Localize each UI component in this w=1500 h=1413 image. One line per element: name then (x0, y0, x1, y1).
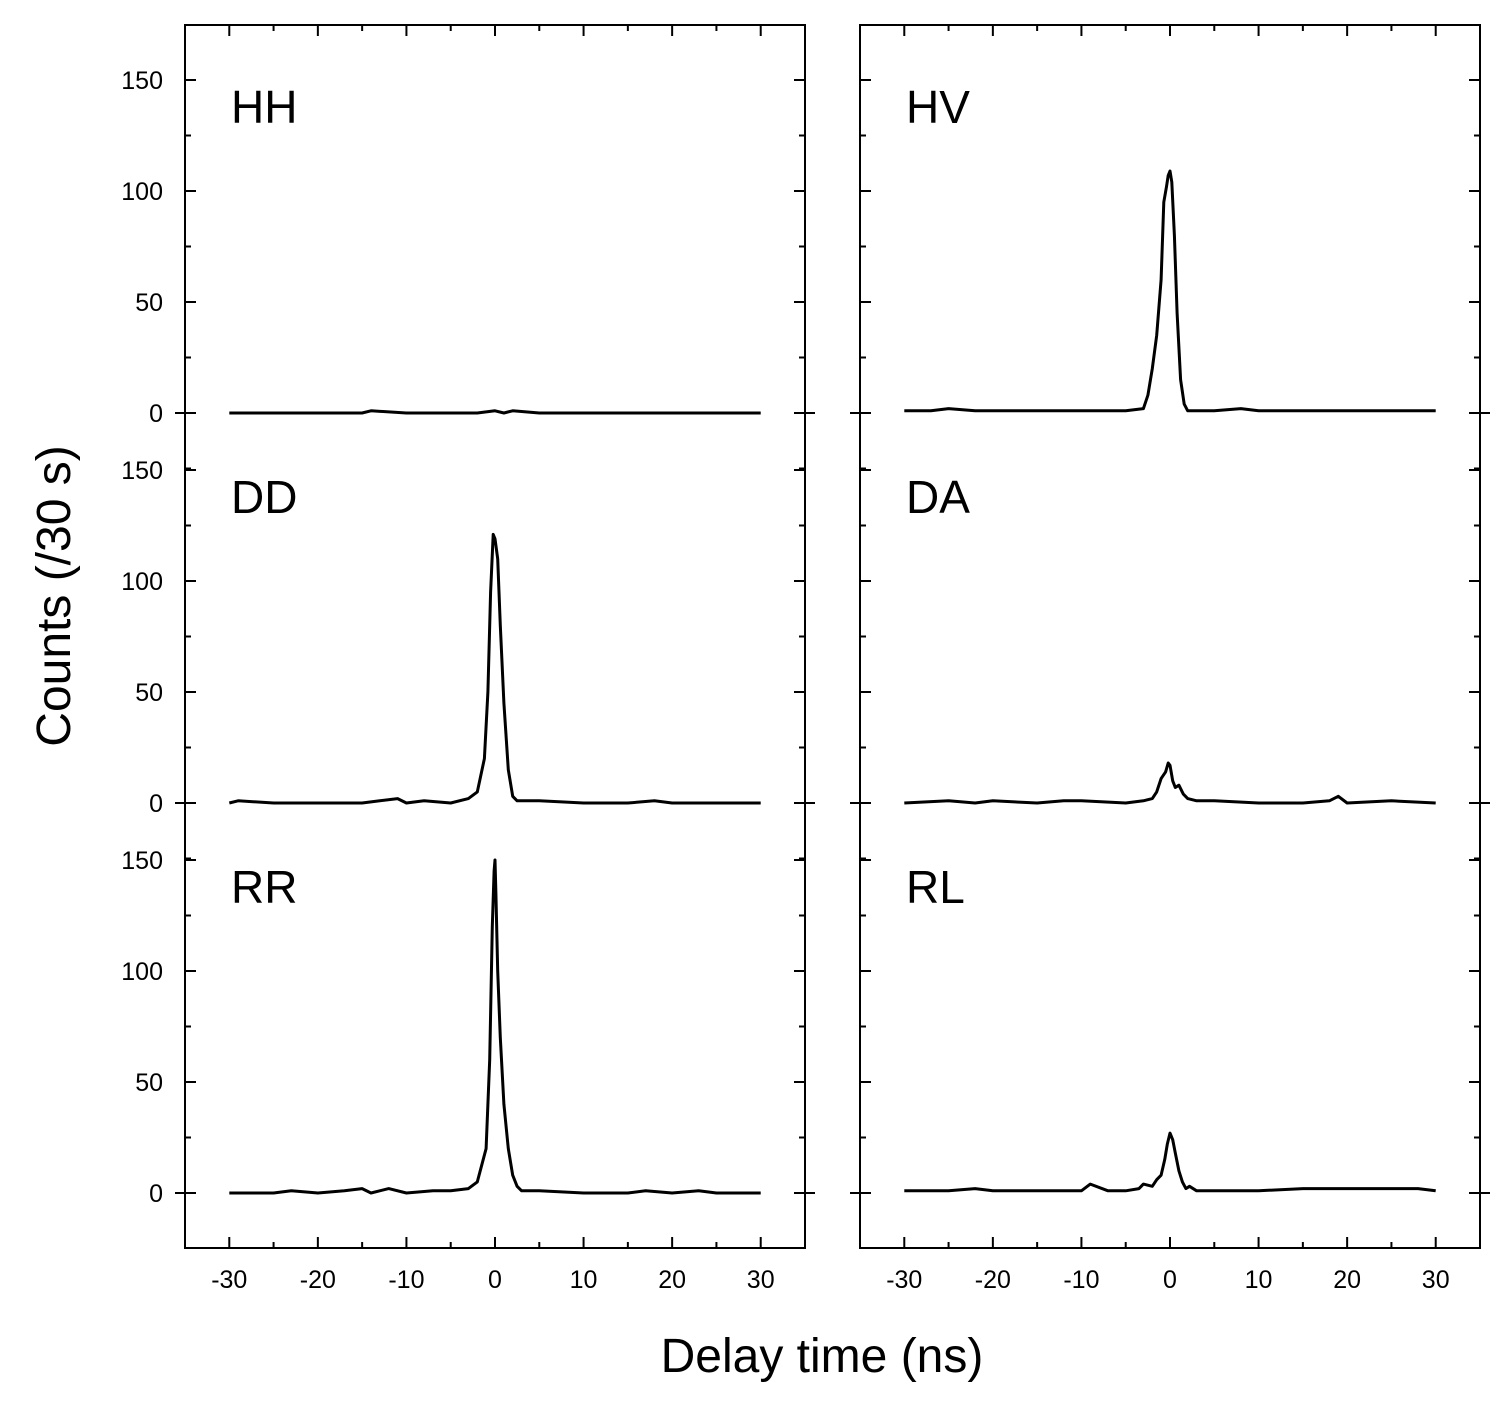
trace-hv (904, 169, 1436, 413)
x-tick-label: 30 (747, 1266, 775, 1294)
trace-dd (228, 532, 761, 805)
x-axis-title: Delay time (ns) (661, 1330, 984, 1383)
x-tick-label: -10 (1063, 1266, 1099, 1294)
y-tick-label: 50 (135, 289, 163, 317)
panels-layer: -30 -20 -10 0 10 20 30050100150050100150050100… (121, 24, 1490, 1294)
panel-label-dd: DD (231, 471, 297, 523)
x-tick-label: -20 (975, 1266, 1011, 1294)
y-tick-label: 0 (149, 790, 163, 818)
axes-column-1: -30 -20 -10 0 10 20 30 0 50 100 150 0 50 100 150 0 50 100… (121, 24, 815, 1294)
y-tick-label: 100 (121, 958, 163, 986)
axes-frame (859, 24, 1481, 1249)
x-tick-label: 10 (570, 1266, 598, 1294)
panel-hh: HH (229, 81, 761, 415)
y-tick-label: 0 (149, 400, 163, 428)
trace-rl (904, 1131, 1436, 1193)
x-tick-label: 0 (488, 1266, 502, 1294)
x-tick-label: -30 (886, 1266, 922, 1294)
axes-column-2: -30 -20 -10 0 10 20 30 (850, 24, 1490, 1294)
panel-label-rl: RL (906, 861, 965, 913)
panel-rl: RL (904, 861, 1436, 1193)
x-tick-label: 0 (1163, 1266, 1177, 1294)
x-tick-label: 20 (1333, 1266, 1361, 1294)
x-tick-label: 30 (1422, 1266, 1450, 1294)
panel-label-hh: HH (231, 81, 297, 133)
panel-label-rr: RR (231, 861, 297, 913)
trace-da (904, 761, 1436, 805)
panel-rr: RR (229, 858, 761, 1195)
y-tick-label: 150 (121, 847, 163, 875)
y-axis-title: Counts (/30 s) (28, 445, 81, 746)
x-tick-label: -10 (388, 1266, 424, 1294)
y-tick-label: 150 (121, 67, 163, 95)
trace-rr (229, 858, 761, 1195)
y-tick-label: 150 (121, 457, 163, 485)
panel-label-da: DA (906, 471, 970, 523)
axes-frame (184, 24, 806, 1249)
x-tick-label: -20 (300, 1266, 336, 1294)
panel-label-hv: HV (906, 81, 970, 133)
y-tick-label: 50 (135, 679, 163, 707)
x-tick-label: 20 (658, 1266, 686, 1294)
trace-hh (229, 409, 761, 415)
x-tick-label: 10 (1245, 1266, 1273, 1294)
y-tick-label: 50 (135, 1069, 163, 1097)
y-tick-label: 100 (121, 178, 163, 206)
x-tick-label: -30 (211, 1266, 247, 1294)
panel-dd: DD (228, 471, 761, 805)
y-tick-label: 100 (121, 568, 163, 596)
panel-da: DA (904, 471, 1436, 805)
panel-hv: HV (904, 81, 1436, 413)
y-tick-label: 0 (149, 1180, 163, 1208)
